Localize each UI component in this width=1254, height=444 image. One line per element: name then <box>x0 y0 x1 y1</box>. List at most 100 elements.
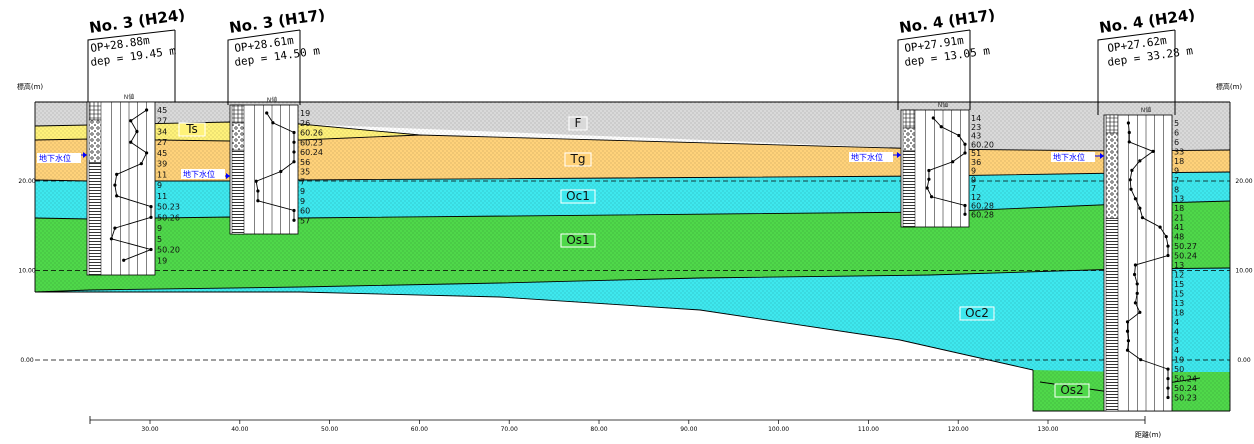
layer-label-box <box>560 189 596 204</box>
n-value-label: 36 <box>971 158 981 167</box>
n-value-label: 45 <box>157 106 167 115</box>
layer-label-box <box>178 122 206 137</box>
n-value-label: 60.20 <box>971 140 994 149</box>
n-value-label: 9 <box>971 175 976 184</box>
n-value-label: 60.23 <box>300 138 323 147</box>
water-level-box <box>849 152 893 162</box>
n-value-label: 11 <box>157 170 167 179</box>
n-value-label: 14 <box>971 114 981 123</box>
distance-tick-label: 70.00 <box>501 426 518 433</box>
n-value-label: 9 <box>157 224 162 233</box>
layer-label-box <box>564 152 592 167</box>
n-value-label: 15 <box>1174 280 1184 289</box>
n-value-label: 6 <box>1174 138 1179 147</box>
distance-tick-label: 60.00 <box>411 426 428 433</box>
bottom-axis-label: 距離(m) <box>1135 430 1162 439</box>
n-value-label: 6 <box>1174 128 1179 137</box>
distance-tick-label: 30.00 <box>141 426 158 433</box>
n-value-label: 26 <box>300 119 310 128</box>
layer-label-box <box>959 306 995 321</box>
n-value-label: 45 <box>157 149 167 158</box>
n-value-line <box>110 109 153 261</box>
distance-tick-label: 90.00 <box>680 426 697 433</box>
n-value-label: 56 <box>300 158 310 167</box>
distance-tick-label: 120.00 <box>948 426 969 433</box>
n-value-header: N値 <box>267 96 278 104</box>
n-value-label: 34 <box>157 127 167 136</box>
n-value-label: 7 <box>300 177 305 186</box>
layer-label-Oc1: Oc1 <box>566 189 590 203</box>
borehole-title: No. 4 (H24) <box>1098 6 1196 37</box>
n-value-label: 12 <box>971 193 981 202</box>
n-value-label: 9 <box>1174 166 1179 175</box>
layer-label-F: F <box>575 116 582 130</box>
n-value-label: 9 <box>971 167 976 176</box>
n-value-label: 19 <box>157 256 167 265</box>
water-level-box <box>181 169 225 179</box>
layer-label-box <box>560 233 596 248</box>
layer-label-Oc2: Oc2 <box>965 306 989 320</box>
n-value-label: 43 <box>971 132 981 141</box>
layer-label-Os2: Os2 <box>1060 383 1083 397</box>
layer-label-Os1: Os1 <box>566 233 589 247</box>
n-value-label: 50.23 <box>1174 394 1197 403</box>
n-value-label: 4 <box>1174 318 1179 327</box>
n-value-label: 7 <box>971 184 976 193</box>
n-value-label: 39 <box>157 160 167 169</box>
right-axis-label: 標高(m) <box>1216 82 1243 91</box>
n-value-header: N値 <box>1141 106 1152 114</box>
water-level-label: 地下水位 <box>851 152 883 162</box>
n-value-label: 60.28 <box>971 202 994 211</box>
n-value-label: 5 <box>1174 119 1179 128</box>
n-value-header: N値 <box>938 101 949 109</box>
n-value-label: 48 <box>1174 233 1184 242</box>
layer-label-box <box>1054 383 1090 398</box>
n-value-label: 5 <box>157 235 162 244</box>
n-value-label: 13 <box>1174 299 1184 308</box>
n-value-line <box>255 112 295 221</box>
n-value-label: 13 <box>1174 195 1184 204</box>
n-value-label: 4 <box>1174 346 1179 355</box>
n-value-label: 15 <box>1174 289 1184 298</box>
n-value-label: 9 <box>300 197 305 206</box>
n-value-label: 21 <box>1174 214 1184 223</box>
n-value-label: 50.20 <box>157 246 180 255</box>
n-value-label: 35 <box>300 168 310 177</box>
distance-tick-label: 80.00 <box>590 426 607 433</box>
water-level-label: 地下水位 <box>39 153 71 163</box>
n-value-label: 60 <box>300 207 310 216</box>
n-value-label: 50.23 <box>157 203 180 212</box>
water-level-label: 地下水位 <box>183 169 215 179</box>
n-value-label: 7 <box>1174 176 1179 185</box>
distance-tick-label: 110.00 <box>858 426 879 433</box>
n-value-label: 50.24 <box>1174 384 1197 393</box>
distance-tick-label: 100.00 <box>768 426 789 433</box>
water-level-box <box>1051 152 1095 162</box>
water-level-label: 地下水位 <box>1053 152 1085 162</box>
n-value-label: 50.26 <box>157 213 180 222</box>
n-value-label: 18 <box>1174 157 1184 166</box>
n-value-label: 4 <box>1174 327 1179 336</box>
elevation-tick-right: 10.00 <box>1235 268 1252 275</box>
n-value-header: N値 <box>124 93 135 101</box>
n-value-label: 60.26 <box>300 129 323 138</box>
elevation-tick-left: 10.00 <box>18 268 35 275</box>
n-value-label: 18 <box>1174 308 1184 317</box>
n-value-label: 50.24 <box>1174 252 1197 261</box>
n-value-label: 27 <box>157 138 167 147</box>
n-value-label: 13 <box>1174 261 1184 270</box>
n-value-label: 41 <box>1174 223 1184 232</box>
n-value-label: 33 <box>1174 147 1184 156</box>
borehole-title: No. 4 (H17) <box>898 6 996 37</box>
n-value-label: 19 <box>300 109 310 118</box>
n-value-label: 50 <box>1174 365 1184 374</box>
n-value-label: 9 <box>300 187 305 196</box>
n-value-label: 9 <box>157 181 162 190</box>
n-value-label: 23 <box>971 123 981 132</box>
distance-tick-label: 40.00 <box>231 426 248 433</box>
distance-tick-label: 50.00 <box>321 426 338 433</box>
